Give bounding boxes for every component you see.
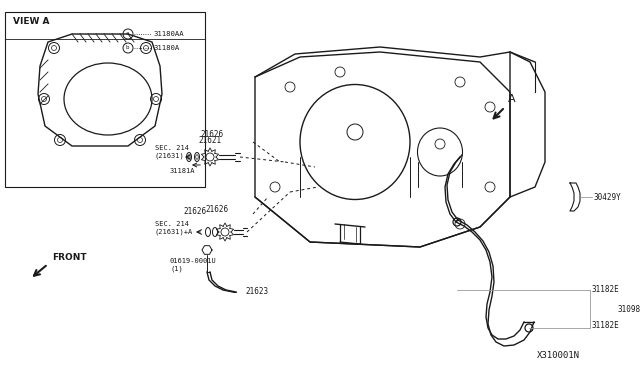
Text: SEC. 214
(21631)+A: SEC. 214 (21631)+A bbox=[155, 221, 193, 235]
Text: 31182E: 31182E bbox=[592, 321, 620, 330]
Text: 31182E: 31182E bbox=[592, 285, 620, 295]
Text: 21626: 21626 bbox=[184, 207, 207, 216]
Bar bbox=[5, 12, 205, 187]
Text: 21626: 21626 bbox=[205, 205, 228, 214]
Text: SEC. 214
(21631): SEC. 214 (21631) bbox=[155, 145, 189, 159]
Text: VIEW A: VIEW A bbox=[13, 17, 49, 26]
Text: 30429Y: 30429Y bbox=[594, 192, 621, 202]
Text: 31180AA: 31180AA bbox=[153, 31, 184, 37]
Text: A: A bbox=[508, 94, 516, 104]
Text: 31181A: 31181A bbox=[170, 168, 195, 174]
Text: b: b bbox=[125, 45, 129, 50]
Text: 31180A: 31180A bbox=[153, 45, 179, 51]
Text: FRONT: FRONT bbox=[52, 253, 86, 262]
Text: 21623: 21623 bbox=[245, 288, 268, 296]
Text: 21621: 21621 bbox=[198, 136, 221, 145]
Text: X310001N: X310001N bbox=[537, 351, 580, 360]
Text: 21626: 21626 bbox=[200, 130, 223, 139]
Text: 31098Z: 31098Z bbox=[618, 305, 640, 314]
Text: 01619-0001U
(1): 01619-0001U (1) bbox=[170, 258, 217, 272]
Text: a: a bbox=[125, 31, 129, 36]
